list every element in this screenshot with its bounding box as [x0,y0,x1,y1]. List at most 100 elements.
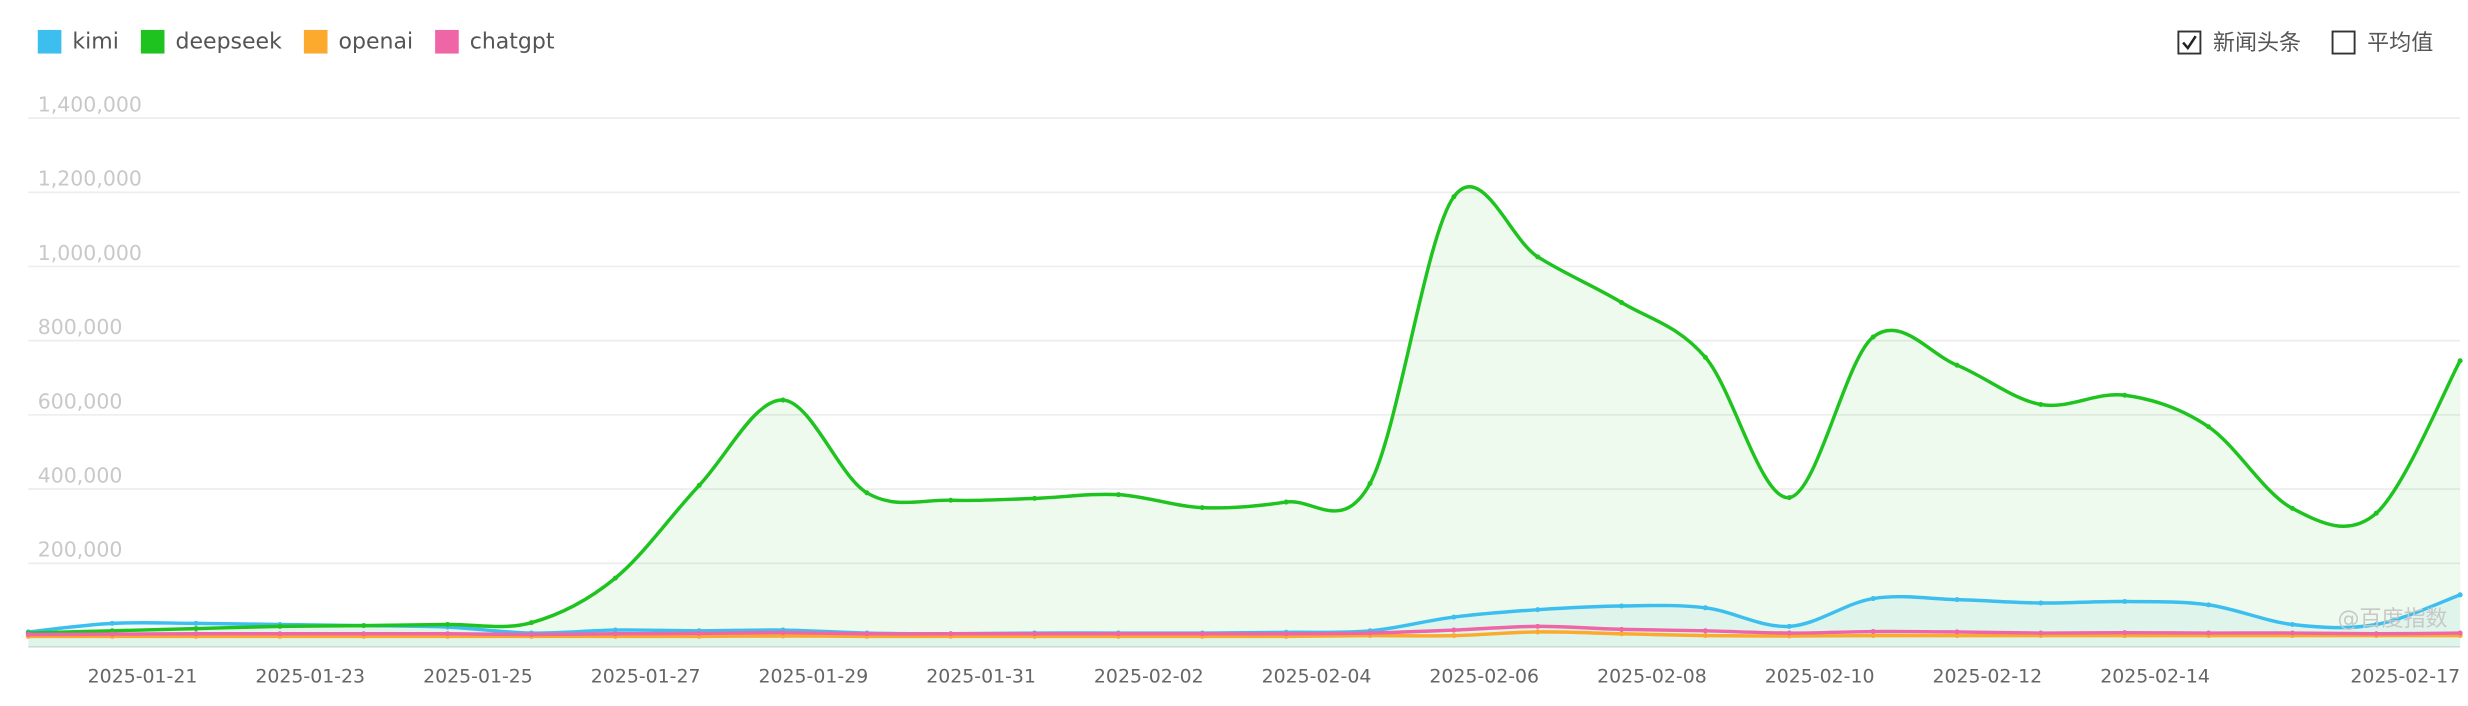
data-point [1954,597,1960,603]
data-point [612,575,618,581]
data-point [1032,495,1038,501]
data-point [2289,505,2295,511]
series-line [28,630,2461,639]
data-point [1283,499,1289,505]
y-tick-label: 200,000 [38,538,123,562]
checkbox-label[interactable]: 平均值 [2367,31,2433,56]
data-point [1702,354,1708,360]
data-point [1786,630,1792,636]
x-tick-label: 2025-01-29 [759,665,869,687]
data-point [1115,631,1121,637]
data-point [1786,623,1792,629]
data-point [1870,334,1876,340]
data-point [1535,254,1541,260]
data-point [1702,605,1708,611]
legend-label[interactable]: deepseek [176,30,283,55]
data-point [2289,630,2295,636]
data-point [445,631,451,637]
legend-swatch[interactable] [140,29,165,54]
data-point [1870,629,1876,635]
data-point [948,497,954,503]
data-point [1702,628,1708,634]
x-tick-label: 2025-01-23 [255,665,365,687]
data-point [780,630,786,636]
x-tick-label: 2025-02-08 [1597,665,1707,687]
data-point [1032,631,1038,637]
data-point [193,626,199,632]
data-point [948,631,954,637]
data-point [445,621,451,628]
x-tick-label: 2025-01-31 [926,665,1036,687]
data-point [1367,481,1373,487]
data-point [1786,495,1792,501]
data-point [2038,600,2044,606]
data-point [2373,631,2379,637]
checkbox-label[interactable]: 新闻头条 [2213,31,2301,56]
checkbox[interactable] [2331,30,2356,55]
data-point [1619,603,1625,609]
data-point [864,490,870,496]
data-point [1535,607,1541,613]
data-point [2206,424,2212,430]
x-tick-label: 2025-01-27 [591,665,701,687]
data-point [2289,621,2295,628]
y-tick-label: 1,000,000 [38,241,142,265]
data-point [1367,630,1373,636]
checkbox[interactable] [2177,30,2202,55]
data-point [277,623,283,629]
data-point [696,482,702,488]
data-point [2373,621,2379,628]
x-tick-label: 2025-01-25 [423,665,533,687]
y-tick-label: 1,400,000 [38,92,142,116]
legend-swatch[interactable] [303,29,328,54]
data-point [1619,299,1625,305]
data-point [2457,630,2463,636]
legend-label[interactable]: openai [339,30,414,55]
data-point [361,631,367,637]
data-point [612,631,618,637]
x-tick-label: 2025-02-04 [1262,665,1372,687]
data-point [2457,358,2463,364]
data-point [1283,631,1289,637]
data-point [1954,633,1960,639]
data-point [1451,194,1457,200]
y-tick-label: 1,200,000 [38,167,142,191]
data-point [696,630,702,636]
data-point [1702,633,1708,639]
data-point [1535,623,1541,629]
check-mark[interactable] [2182,35,2197,51]
data-point [109,620,115,626]
y-tick-label: 800,000 [38,315,123,339]
legend-swatch[interactable] [435,29,459,54]
data-point [1954,362,1960,368]
legend-label[interactable]: kimi [72,30,118,55]
data-point [2206,630,2212,636]
x-tick-label: 2025-02-06 [1429,665,1539,687]
data-point [1954,629,1960,635]
data-point [2122,630,2128,636]
y-tick-label: 600,000 [38,389,123,413]
data-point [2457,592,2463,598]
data-point [1870,596,1876,602]
data-point [528,620,534,626]
data-point [193,631,199,637]
data-point [1451,633,1457,639]
data-point [2122,392,2128,398]
legend-label[interactable]: chatgpt [470,30,555,55]
data-point [1199,505,1205,511]
data-point [1451,614,1457,620]
data-point [1535,629,1541,635]
watermark: @百度指数 [2337,607,2447,632]
data-point [277,631,283,637]
data-point [1451,627,1457,633]
data-point [612,627,618,633]
x-tick-label: 2025-01-21 [88,665,198,687]
data-point [2122,598,2128,605]
legend-swatch[interactable] [37,29,62,54]
data-point [528,632,534,638]
series-area [28,186,2461,647]
x-tick-label: 2025-02-12 [1932,665,2042,687]
data-point [864,631,870,637]
